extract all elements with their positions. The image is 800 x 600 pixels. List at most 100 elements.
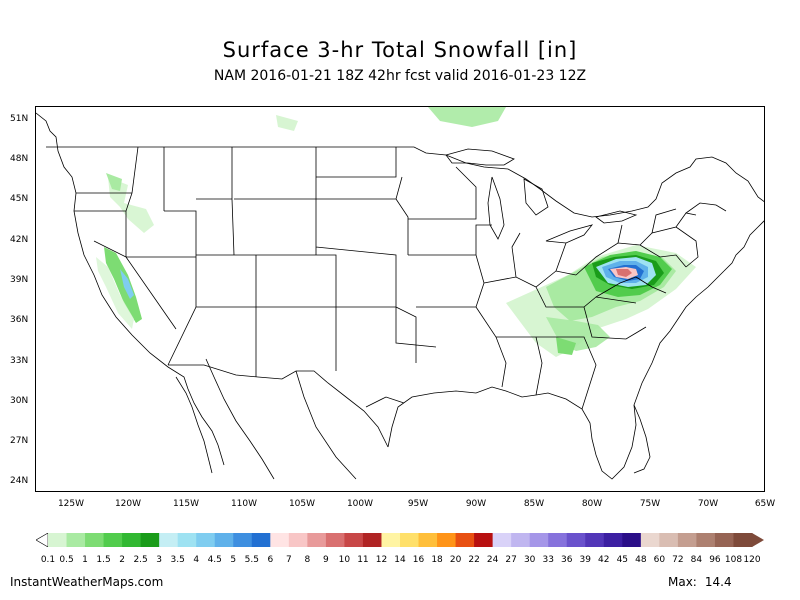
colorbar-tick-label: 5.5 — [244, 555, 259, 565]
lon-label: 115W — [172, 499, 200, 509]
colorbar-tick-label: 2.5 — [133, 555, 148, 565]
great-lakes-huron — [523, 178, 549, 216]
colorbar-swatch — [548, 533, 568, 547]
great-lakes-ontario — [595, 210, 638, 224]
colorbar-tick-label: 9 — [323, 555, 329, 565]
colorbar-min-arrow — [36, 533, 49, 547]
snow-field-washington — [106, 173, 122, 191]
lon-label: 65W — [754, 499, 776, 509]
map-title: Surface 3-hr Total Snowfall [in] — [222, 38, 578, 62]
colorbar-tick-label: 3.5 — [170, 555, 185, 565]
lat-label: 30N — [10, 396, 29, 406]
colorbar-tick-label: 3 — [156, 555, 163, 565]
colorbar-tick-label: 11 — [357, 555, 369, 565]
lat-label: 48N — [10, 154, 29, 164]
colorbar-tick-label: 4 — [193, 555, 200, 565]
lon-label: 105W — [288, 499, 316, 509]
colorbar-swatch — [622, 533, 642, 547]
colorbar-max-arrow — [752, 533, 764, 547]
snow-field-oregon — [108, 177, 154, 233]
colorbar-swatch — [714, 533, 734, 547]
colorbar-swatch — [362, 533, 382, 547]
site-credit: InstantWeatherMaps.com — [10, 575, 164, 589]
colorbar-swatch — [418, 533, 438, 547]
colorbar-swatch — [122, 533, 142, 547]
colorbar-swatch — [66, 533, 86, 547]
lat-label: 33N — [10, 356, 29, 366]
colorbar-tick-label: 60 — [653, 555, 666, 565]
colorbar-tick-label: 1.5 — [96, 555, 111, 565]
colorbar-swatch — [307, 533, 327, 547]
mexico-border — [168, 364, 389, 448]
lon-label: 85W — [523, 499, 545, 509]
colorbar-tick-label: 0.5 — [59, 555, 74, 565]
lat-label: 24N — [10, 476, 29, 486]
colorbar-swatch — [677, 533, 697, 547]
canada-border — [46, 146, 764, 218]
colorbar-swatch — [585, 533, 605, 547]
colorbar-swatch — [177, 533, 197, 547]
lon-label: 70W — [697, 499, 719, 509]
colorbar-tick-label: 36 — [561, 555, 573, 565]
snow-field-midatlantic-red — [616, 269, 632, 277]
lat-label: 39N — [10, 275, 29, 285]
snow-field-sierra-inner — [120, 269, 134, 299]
gulf-of-california — [205, 358, 275, 480]
colorbar-swatch — [159, 533, 179, 547]
florida-east — [633, 404, 651, 474]
baja — [175, 376, 213, 474]
colorbar-tick-label: 10 — [338, 555, 351, 565]
colorbar-swatch — [733, 533, 753, 547]
colorbar-swatch — [529, 533, 549, 547]
state-lines-central — [316, 147, 647, 410]
snow-field-canada — [428, 107, 506, 127]
colorbar-tick-label: 20 — [449, 555, 462, 565]
colorbar-tick-label: 12 — [375, 555, 388, 565]
colorbar-swatch — [85, 533, 105, 547]
colorbar-swatch — [696, 533, 716, 547]
colorbar-swatch — [196, 533, 216, 547]
colorbar-swatch — [288, 533, 308, 547]
colorbar-tick-label: 84 — [690, 555, 703, 565]
lat-label: 51N — [10, 114, 29, 124]
colorbar-swatch — [233, 533, 253, 547]
colorbar-tick-label: 4.5 — [207, 555, 222, 565]
colorbar-tick-label: 18 — [431, 555, 443, 565]
colorbar-tick-label: 33 — [542, 555, 554, 565]
colorbar-tick-label: 24 — [486, 555, 499, 565]
colorbar-swatch — [492, 533, 512, 547]
colorbar-tick-label: 42 — [598, 555, 610, 565]
colorbar-swatch — [344, 533, 364, 547]
lon-label: 95W — [407, 499, 429, 509]
snow-field-northern-plains — [276, 115, 298, 131]
colorbar-tick-label: 45 — [616, 555, 629, 565]
colorbar — [36, 533, 764, 547]
colorbar-swatch — [400, 533, 420, 547]
colorbar-swatch — [381, 533, 401, 547]
lon-label: 75W — [639, 499, 661, 509]
lon-label: 125W — [57, 499, 85, 509]
colorbar-swatch — [437, 533, 457, 547]
colorbar-tick-label: 30 — [523, 555, 536, 565]
colorbar-tick-label: 0.1 — [40, 555, 56, 565]
colorbar-tick-label: 48 — [635, 555, 647, 565]
lon-label: 80W — [581, 499, 603, 509]
colorbar-tick-label: 6 — [267, 555, 274, 565]
snow-field-sierra-light — [96, 257, 134, 329]
state-boundaries — [36, 112, 764, 480]
lon-label: 120W — [114, 499, 142, 509]
colorbar-tick-label: 8 — [304, 555, 311, 565]
lat-label: 27N — [10, 436, 29, 446]
colorbar-swatch — [640, 533, 660, 547]
colorbar-swatch — [48, 533, 68, 547]
colorbar-tick-label: 22 — [468, 555, 480, 565]
colorbar-swatch — [140, 533, 160, 547]
lat-label: 45N — [10, 194, 29, 204]
great-lakes-erie — [545, 224, 594, 244]
max-readout: Max: 14.4 — [668, 575, 732, 589]
max-label: Max: — [668, 575, 697, 589]
great-lakes-michigan — [487, 176, 505, 240]
colorbar-swatch — [325, 533, 345, 547]
colorbar-swatch — [474, 533, 494, 547]
max-value: 14.4 — [704, 575, 732, 589]
